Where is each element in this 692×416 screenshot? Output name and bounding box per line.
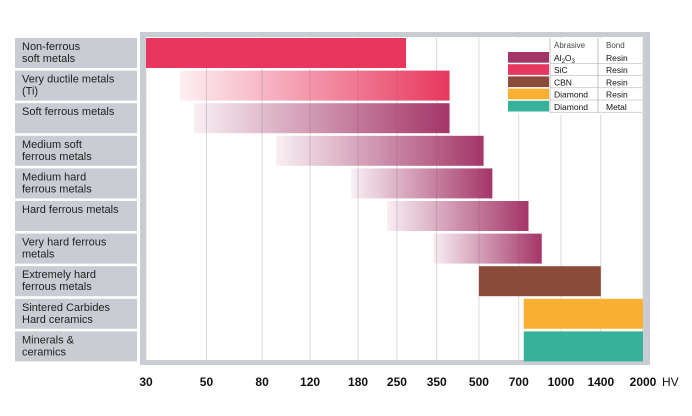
legend-swatch [508, 52, 549, 63]
legend-bond-label: Resin [606, 77, 628, 87]
category-label: Very ductile metals [22, 74, 115, 86]
x-tick-label: 1000 [548, 375, 575, 389]
category-label-box [15, 168, 137, 199]
x-tick-label: 180 [348, 375, 368, 389]
category-label: (Ti) [22, 86, 38, 98]
category-label-box [15, 103, 137, 134]
legend-abrasive-label: CBN [554, 77, 572, 87]
range-bar [478, 266, 601, 297]
x-tick-label: 120 [300, 375, 320, 389]
legend-swatch [508, 76, 549, 88]
legend-swatch [508, 88, 549, 100]
x-tick-label: 2000 [630, 375, 657, 389]
legend-bond-label: Resin [606, 53, 628, 63]
category-label: metals [22, 249, 55, 261]
x-tick-label: 700 [509, 375, 529, 389]
category-label: Hard ferrous metals [22, 204, 119, 216]
range-bar [193, 103, 450, 134]
range-bar [523, 331, 643, 362]
category-label: Non-ferrous [22, 41, 81, 53]
category-label-box [15, 38, 137, 68]
x-tick-label: 1400 [587, 375, 614, 389]
range-bar [146, 38, 407, 68]
category-label: ferrous metals [22, 281, 92, 293]
legend-bond-label: Metal [606, 102, 627, 112]
x-tick-label: 500 [469, 375, 489, 389]
legend-bond-label: Resin [606, 90, 628, 100]
range-bar [523, 298, 643, 329]
range-bar [387, 201, 529, 231]
category-label: Extremely hard [22, 269, 96, 281]
category-label: Sintered Carbides [22, 302, 111, 314]
range-bar [433, 233, 542, 264]
category-label-box [15, 233, 137, 264]
legend: Abrasive Bond Al2O3 Resin SiC Resin CBN Resin Di… [506, 38, 642, 115]
category-label-box [15, 135, 137, 166]
category-label: Medium soft [22, 139, 82, 151]
range-bar [180, 70, 450, 101]
range-bar [351, 168, 493, 199]
legend-bond-label: Resin [606, 65, 628, 75]
x-tick-label: 50 [200, 375, 214, 389]
legend-header-abrasive: Abrasive [554, 41, 586, 50]
legend-abrasive-label: SiC [554, 65, 568, 75]
x-axis-ticks: 30 50 80 120 180 250 350 500 700 1000 1400 2000 HV [139, 375, 678, 389]
category-label: ferrous metals [22, 151, 92, 163]
range-bar [276, 135, 484, 166]
category-label-box [15, 201, 137, 231]
legend-swatch [508, 64, 549, 75]
legend-abrasive-label: Diamond [554, 102, 588, 112]
category-label: Minerals & [22, 334, 75, 346]
category-label: Soft ferrous metals [22, 106, 115, 118]
x-tick-label: 80 [255, 375, 269, 389]
legend-abrasive-label: Al2O3 [554, 53, 576, 65]
category-label: ceramics [22, 346, 67, 358]
category-label: soft metals [22, 53, 76, 65]
category-label-box [15, 331, 137, 362]
category-label: Very hard ferrous [22, 237, 107, 249]
x-tick-label: 350 [427, 375, 447, 389]
legend-header-bond: Bond [606, 41, 625, 50]
category-label-box [15, 266, 137, 297]
category-label: Medium hard [22, 171, 86, 183]
x-tick-label: 30 [139, 375, 153, 389]
category-label: ferrous metals [22, 183, 92, 195]
x-unit-label: HV [662, 375, 679, 389]
category-label-box [15, 70, 137, 101]
category-label: Hard ceramics [22, 314, 93, 326]
range-bars [146, 38, 643, 362]
x-tick-label: 250 [387, 375, 407, 389]
category-label-box [15, 298, 137, 329]
legend-abrasive-label: Diamond [554, 90, 588, 100]
legend-swatch [508, 100, 549, 112]
